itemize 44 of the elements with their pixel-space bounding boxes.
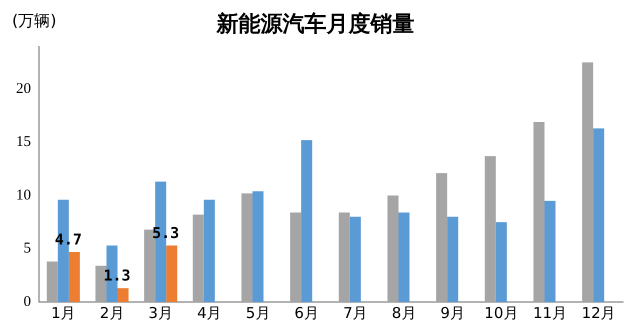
bar bbox=[290, 212, 302, 302]
bar bbox=[252, 191, 264, 302]
bar bbox=[241, 193, 252, 302]
y-tick-label: 20 bbox=[16, 80, 31, 97]
bar bbox=[447, 216, 458, 302]
x-tick-label: 8月 bbox=[392, 304, 416, 322]
x-tick-label: 2月 bbox=[100, 304, 124, 322]
bar bbox=[338, 212, 350, 302]
x-tick-label: 5月 bbox=[246, 304, 270, 322]
bar bbox=[192, 214, 204, 302]
bar bbox=[544, 200, 556, 302]
bar bbox=[398, 212, 410, 302]
y-tick-label: 0 bbox=[24, 294, 31, 310]
data-label: 1.3 bbox=[103, 266, 131, 285]
x-tick-label: 4月 bbox=[197, 304, 222, 322]
bar bbox=[46, 262, 58, 302]
data-label: 5.3 bbox=[152, 224, 180, 242]
bar bbox=[496, 222, 507, 302]
y-axis-title: (万辆) bbox=[12, 11, 56, 30]
x-tick-label: 11月 bbox=[532, 304, 568, 322]
bar bbox=[118, 288, 129, 302]
y-tick-label: 10 bbox=[16, 187, 31, 204]
bar bbox=[582, 62, 594, 302]
bar bbox=[484, 156, 496, 302]
x-tick-label: 6月 bbox=[294, 304, 319, 322]
x-tick-label: 9月 bbox=[440, 304, 465, 322]
bar bbox=[593, 128, 604, 302]
bar bbox=[68, 252, 80, 302]
y-tick-label: 5 bbox=[24, 240, 31, 257]
y-tick-label: 15 bbox=[16, 134, 31, 150]
chart-title: 新能源汽车月度销量 bbox=[216, 10, 414, 37]
x-tick-label: 7月 bbox=[343, 304, 368, 322]
bar bbox=[204, 200, 215, 302]
bar bbox=[166, 246, 178, 302]
x-tick-label: 10月 bbox=[484, 304, 518, 322]
x-tick-label: 12月 bbox=[582, 304, 616, 322]
bar bbox=[533, 122, 544, 302]
bar bbox=[387, 196, 398, 302]
bar bbox=[350, 216, 361, 302]
bar bbox=[301, 140, 312, 302]
bar bbox=[436, 173, 448, 302]
bar bbox=[95, 266, 106, 302]
x-tick-label: 3月 bbox=[148, 304, 173, 322]
x-tick-label: 1月 bbox=[51, 304, 76, 322]
